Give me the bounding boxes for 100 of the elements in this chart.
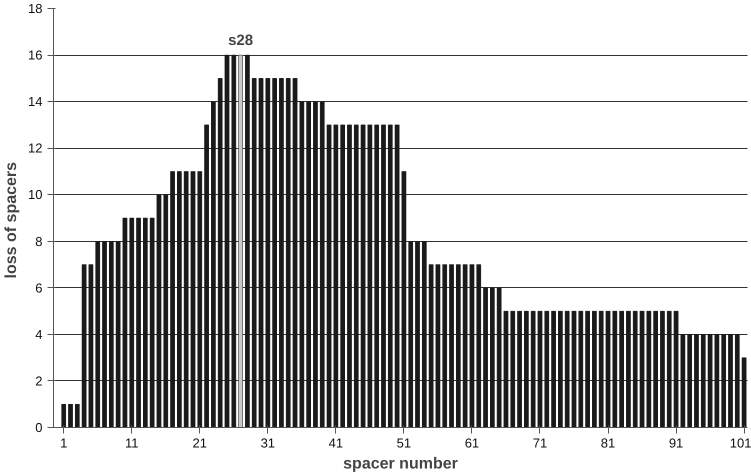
x-tick-label: 1 [60, 436, 68, 450]
bar [313, 101, 318, 428]
bar [476, 264, 482, 428]
bar [402, 171, 406, 428]
x-tick-label: 41 [328, 436, 344, 450]
bar [238, 54, 243, 428]
bar [544, 310, 550, 428]
x-tick-label: 21 [192, 436, 208, 450]
bar [218, 78, 223, 428]
annotation: s28 [228, 32, 254, 50]
bar [572, 310, 576, 428]
y-tick-label: 2 [35, 373, 43, 388]
x-tick-label: 31 [260, 436, 276, 450]
y-axis-title: loss of spacers [3, 162, 20, 278]
bar [61, 404, 66, 428]
bar [170, 171, 175, 428]
bar [694, 334, 699, 428]
bar [347, 124, 352, 428]
bar [449, 264, 454, 428]
bar [368, 124, 372, 428]
x-tick-label: 11 [125, 436, 138, 450]
y-tick-label: 16 [28, 48, 43, 63]
bar [68, 404, 73, 428]
bar [102, 241, 107, 428]
bar [252, 78, 257, 428]
y-tick-label: 10 [28, 187, 43, 202]
bar [585, 310, 590, 428]
bar [360, 124, 366, 428]
bar [415, 241, 420, 428]
bar [742, 357, 746, 428]
bar [354, 124, 359, 428]
bar [470, 264, 474, 428]
bar [245, 54, 250, 428]
bar [632, 310, 638, 428]
bar [436, 264, 440, 428]
y-tick-label: 6 [35, 280, 43, 296]
bar [700, 334, 706, 428]
bar [592, 310, 597, 428]
bar [428, 264, 434, 428]
bar [381, 124, 386, 428]
bar [538, 310, 542, 428]
y-tick-label: 12 [28, 140, 43, 156]
bar [483, 288, 488, 428]
bar [666, 310, 672, 428]
bar [564, 310, 570, 428]
bar [674, 310, 678, 428]
bar [224, 54, 230, 428]
bar [74, 404, 80, 428]
x-tick-label: 101 [730, 436, 751, 450]
bar [714, 334, 720, 428]
bar [660, 310, 665, 428]
bar [326, 124, 332, 428]
bar [394, 124, 400, 428]
bar [374, 124, 380, 428]
bar [408, 241, 414, 428]
bar [558, 310, 563, 428]
bar [517, 310, 522, 428]
bar [606, 310, 610, 428]
y-tick-label: 0 [35, 420, 43, 435]
bar [286, 78, 291, 428]
bar [708, 334, 712, 428]
y-tick-label: 8 [35, 234, 43, 249]
x-tick-label: 61 [464, 436, 480, 450]
x-tick-label: 71 [532, 436, 548, 450]
bar [292, 78, 298, 428]
bar [258, 78, 264, 428]
bar [163, 194, 168, 428]
x-tick-label: 91 [668, 436, 684, 450]
bar [190, 171, 196, 428]
y-tick-label: 4 [35, 326, 43, 342]
bar [82, 264, 86, 428]
bar [279, 78, 284, 428]
bar [640, 310, 644, 428]
bar [156, 194, 162, 428]
bar [211, 101, 216, 428]
bar [197, 171, 202, 428]
y-tick-label: 18 [28, 1, 43, 16]
bar [136, 218, 141, 428]
bar [551, 310, 556, 428]
bar [204, 124, 209, 428]
x-tick-label: 81 [600, 436, 616, 450]
x-axis-title: spacer number [343, 456, 458, 472]
x-tick-label: 51 [396, 436, 412, 450]
bar [721, 334, 726, 428]
bar [728, 334, 733, 428]
bar [95, 241, 100, 428]
bar [231, 54, 236, 428]
bar [122, 218, 128, 428]
bar [598, 310, 604, 428]
bar [422, 241, 427, 428]
bar [734, 334, 740, 428]
bar [88, 264, 94, 428]
bar [320, 101, 325, 428]
bar [626, 310, 631, 428]
bar [510, 310, 516, 428]
bar [578, 310, 584, 428]
bar [504, 310, 508, 428]
bar [442, 264, 448, 428]
bar [129, 218, 134, 428]
bar [388, 124, 393, 428]
